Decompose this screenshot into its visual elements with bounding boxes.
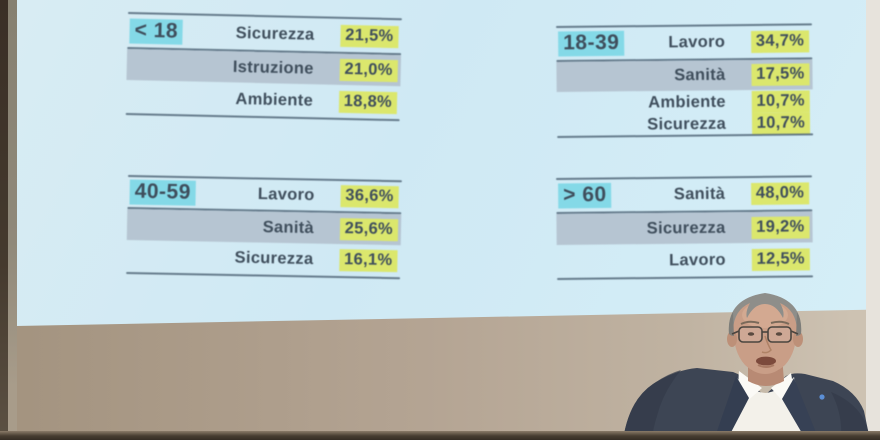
priority-label: Sicurezza — [646, 218, 726, 238]
table-row-banded: Sicurezza 19,2% — [556, 211, 813, 245]
presenter-eyebrows — [740, 320, 790, 325]
value-chip: 21,5% — [339, 24, 399, 48]
priority-label: Istruzione — [232, 57, 314, 78]
value-chip: 19,2% — [751, 215, 810, 239]
presenter-eye — [775, 332, 783, 336]
table-row-double: Ambiente 10,7% Sicurezza 10,7% — [557, 89, 813, 136]
priority-label: Lavoro — [257, 184, 315, 205]
lapel-pin — [819, 394, 825, 400]
table-row: Sicurezza 16,1% — [126, 240, 401, 277]
table-row: 18-39 Lavoro 34,7% — [556, 25, 812, 60]
value-chip: 21,0% — [339, 58, 398, 82]
presenter-hair — [728, 293, 802, 334]
value-chip: 34,7% — [750, 30, 810, 53]
value-chip: 36,6% — [340, 185, 399, 209]
presenter-eye — [747, 332, 755, 336]
presenter-ear — [793, 331, 803, 347]
table-subrow: Ambiente 10,7% — [557, 90, 813, 115]
presenter-nose — [761, 335, 772, 354]
priority-label: Lavoro — [668, 32, 726, 52]
priority-label: Sanità — [673, 184, 726, 204]
age-table-18-39: 18-39 Lavoro 34,7% Sanità 17,5% Ambiente… — [556, 23, 814, 138]
value-chip: 10,7% — [751, 112, 811, 135]
priority-label: Sicurezza — [234, 248, 314, 269]
value-chip: 18,8% — [338, 90, 398, 114]
value-chip: 48,0% — [750, 182, 810, 205]
desk-edge — [0, 431, 880, 440]
value-chip: 17,5% — [751, 63, 810, 86]
priority-label: Sicurezza — [235, 23, 315, 44]
value-chip: 16,1% — [338, 249, 398, 273]
value-chip: 25,6% — [339, 217, 399, 241]
presenter-lapel — [782, 378, 819, 440]
age-table-over-60: > 60 Sanità 48,0% Sicurezza 19,2% Lavoro… — [556, 175, 814, 280]
presenter-lower-lip — [757, 364, 775, 368]
age-group-chip: > 60 — [558, 182, 612, 209]
age-group-chip: 18-39 — [558, 30, 625, 57]
table-row-banded: Sanità 17,5% — [556, 59, 813, 92]
age-table-40-59: 40-59 Lavoro 36,6% Sanità 25,6% Sicurezz… — [126, 175, 402, 280]
priority-label: Sicurezza — [647, 114, 727, 134]
priority-label: Sanità — [262, 217, 315, 237]
presenter-mouth — [756, 356, 776, 366]
age-group-chip: 40-59 — [129, 179, 197, 206]
presenter-ear — [727, 331, 737, 347]
priority-label: Sanità — [674, 65, 726, 85]
priority-label: Ambiente — [235, 89, 314, 110]
table-row: > 60 Sanità 48,0% — [556, 177, 812, 212]
age-group-chip: < 18 — [129, 18, 184, 45]
left-wall-edge — [8, 0, 17, 440]
priority-label: Lavoro — [668, 250, 726, 269]
right-wall-strip — [866, 0, 880, 440]
left-wall-edge-dark — [0, 0, 8, 440]
value-chip: 10,7% — [751, 90, 810, 113]
presenter-lapel — [714, 376, 749, 440]
presenter — [623, 293, 870, 440]
age-table-under-18: < 18 Sicurezza 21,5% Istruzione 21,0% Am… — [125, 12, 402, 122]
priority-label: Ambiente — [648, 92, 726, 112]
projection-screen: < 18 Sicurezza 21,5% Istruzione 21,0% Am… — [16, 0, 866, 326]
